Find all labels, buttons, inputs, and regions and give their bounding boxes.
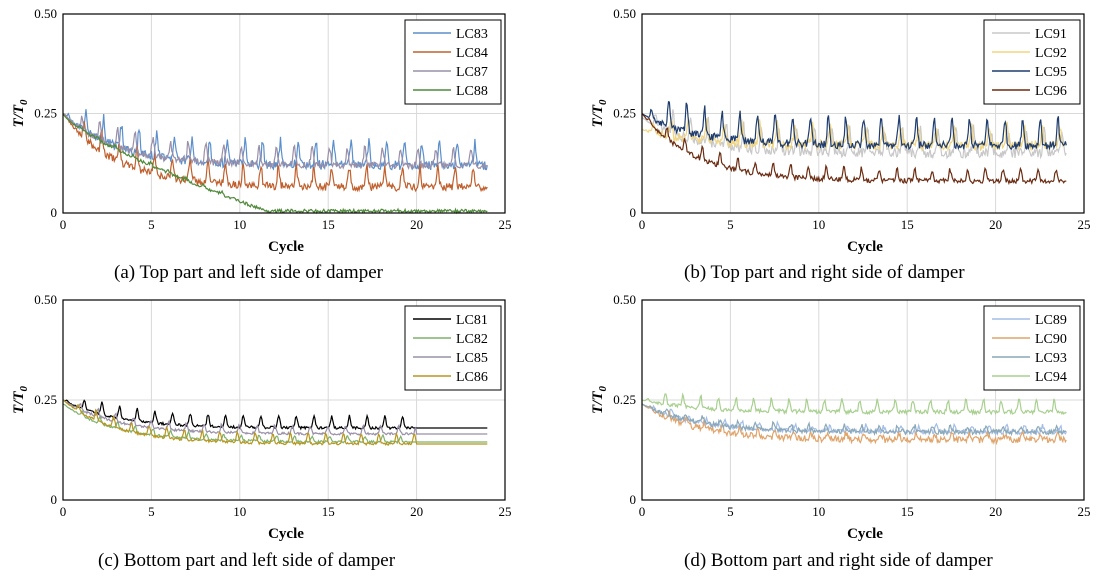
y-axis-label: T/T0 <box>590 99 609 128</box>
y-tick-label: 0.50 <box>613 292 636 307</box>
y-axis-label: T/T0 <box>11 99 30 128</box>
x-axis-label: Cycle <box>847 239 883 255</box>
x-tick-label: 25 <box>1078 504 1091 519</box>
legend: LC89 LC90 LC93 LC94 <box>983 305 1081 391</box>
plot-frame <box>641 13 1085 214</box>
x-tick-label: 15 <box>901 217 914 232</box>
series-line-LC88 <box>62 113 488 215</box>
x-tick-label: 25 <box>499 504 512 519</box>
x-tick-label: 0 <box>60 217 67 232</box>
series-line-LC82 <box>62 403 488 445</box>
x-tick-label: 5 <box>148 504 155 519</box>
x-tick-label: 10 <box>233 217 246 232</box>
chart-a: 0 5 10 15 20 25 0 0.25 0.50 Cycle T/T0 LC83 LC84 LC87… <box>11 6 512 255</box>
x-tick-label: 10 <box>812 217 825 232</box>
plot-frame <box>62 13 506 214</box>
caption-c: (c) Bottom part and left side of damper <box>98 550 396 571</box>
legend-label-LC83: LC83 <box>456 27 488 42</box>
series-line-LC90 <box>641 403 1067 446</box>
x-tick-label: 20 <box>989 504 1002 519</box>
legend-label-LC93: LC93 <box>1035 351 1067 366</box>
legend-label-LC88: LC88 <box>456 84 488 99</box>
x-tick-label: 5 <box>148 217 155 232</box>
caption-b: (b) Top part and right side of damper <box>684 262 965 283</box>
y-tick-label: 0.25 <box>34 392 57 407</box>
x-tick-label: 5 <box>727 504 734 519</box>
y-tick-label: 0.25 <box>34 106 57 121</box>
y-tick-label: 0.25 <box>613 106 636 121</box>
x-tick-label: 0 <box>639 504 646 519</box>
y-tick-label: 0.50 <box>613 6 636 21</box>
legend-label-LC82: LC82 <box>456 332 488 347</box>
caption-a: (a) Top part and left side of damper <box>114 262 383 283</box>
series-line-LC93 <box>641 403 1067 437</box>
y-tick-label: 0 <box>630 205 637 220</box>
legend-label-LC86: LC86 <box>456 370 488 385</box>
chart-b: 0 5 10 15 20 25 0 0.25 0.50 Cycle T/T0 LC91 LC92 LC95… <box>590 6 1091 255</box>
legend: LC81 LC82 LC85 LC86 <box>404 305 502 391</box>
legend-box <box>983 305 1081 391</box>
y-axis-label: T/T0 <box>11 386 30 415</box>
legend-label-LC81: LC81 <box>456 313 488 328</box>
x-axis-label: Cycle <box>847 526 883 542</box>
y-tick-label: 0 <box>630 492 637 507</box>
legend: LC83 LC84 LC87 LC88 <box>404 19 502 105</box>
y-axis-label: T/T0 <box>590 386 609 415</box>
series-line-LC84 <box>62 113 488 193</box>
x-tick-label: 20 <box>410 217 423 232</box>
legend-label-LC96: LC96 <box>1035 84 1067 99</box>
series-line-LC95 <box>641 100 1067 151</box>
x-tick-label: 5 <box>727 217 734 232</box>
legend-label-LC89: LC89 <box>1035 313 1067 328</box>
series-line-LC86 <box>62 399 488 447</box>
plot-frame <box>62 299 506 501</box>
chart-c: 0 5 10 15 20 25 0 0.25 0.50 Cycle T/T0 LC81 LC82 LC85… <box>11 292 512 542</box>
series-line-LC87 <box>62 112 488 170</box>
series-line-LC94 <box>641 392 1067 416</box>
y-tick-label: 0.50 <box>34 292 57 307</box>
series-line-LC96 <box>641 113 1067 186</box>
legend-label-LC87: LC87 <box>456 65 488 80</box>
x-tick-label: 0 <box>60 504 67 519</box>
x-axis-label: Cycle <box>268 526 304 542</box>
x-tick-label: 25 <box>499 217 512 232</box>
x-tick-label: 10 <box>812 504 825 519</box>
chart-d: 0 5 10 15 20 25 0 0.25 0.50 Cycle T/T0 LC89 LC90 LC93… <box>590 292 1091 542</box>
y-tick-label: 0 <box>51 205 58 220</box>
y-tick-label: 0 <box>51 492 58 507</box>
series-line-LC85 <box>62 399 488 437</box>
x-tick-label: 10 <box>233 504 246 519</box>
y-tick-label: 0.25 <box>613 392 636 407</box>
series-line-LC81 <box>62 399 488 431</box>
x-tick-label: 15 <box>901 504 914 519</box>
legend-label-LC95: LC95 <box>1035 65 1067 80</box>
x-tick-label: 0 <box>639 217 646 232</box>
plot-frame <box>641 299 1085 501</box>
y-tick-label: 0.50 <box>34 6 57 21</box>
x-axis-label: Cycle <box>268 239 304 255</box>
caption-d: (d) Bottom part and right side of damper <box>684 550 993 571</box>
legend-label-LC94: LC94 <box>1035 370 1067 385</box>
x-tick-label: 20 <box>989 217 1002 232</box>
legend: LC91 LC92 LC95 LC96 <box>983 19 1081 105</box>
legend-label-LC92: LC92 <box>1035 46 1067 61</box>
x-tick-label: 15 <box>322 217 335 232</box>
legend-label-LC84: LC84 <box>456 46 488 61</box>
legend-label-LC85: LC85 <box>456 351 488 366</box>
x-tick-label: 25 <box>1078 217 1091 232</box>
legend-label-LC90: LC90 <box>1035 332 1067 347</box>
legend-label-LC91: LC91 <box>1035 27 1067 42</box>
x-tick-label: 15 <box>322 504 335 519</box>
x-tick-label: 20 <box>410 504 423 519</box>
